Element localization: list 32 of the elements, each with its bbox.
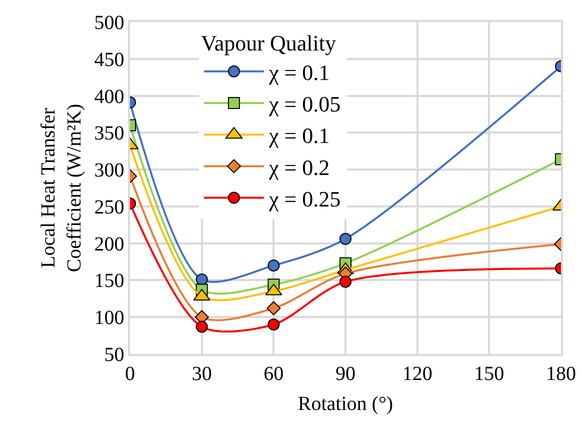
x-tick-label: 120 [402,362,432,385]
legend-label: χ = 0.2 [268,154,330,180]
y-tick-label: 50 [104,344,124,366]
y-tick-label: 300 [94,160,124,182]
legend-label: χ = 0.1 [268,60,330,85]
y-axis-title: Local Heat Transfer Coefficient (W/m²K) [37,104,86,272]
y-tick-label: 400 [94,86,124,108]
legend-title: Vapour Quality [200,30,336,56]
y-tick-label: 200 [94,233,124,256]
y-tick-label: 250 [94,196,124,218]
point [268,318,280,330]
x-tick-label: 150 [474,362,504,385]
point [266,301,281,316]
y-tick-label: 150 [94,270,124,292]
point [196,273,208,286]
x-tick-label: 60 [264,362,284,385]
x-tick-label: 90 [336,362,356,385]
point [268,259,280,272]
y-tick-label: 450 [94,48,124,71]
y-tick-label: 500 [94,12,124,34]
x-tick-label: 30 [192,362,212,385]
x-axis-title: Rotation (°) [298,392,394,415]
legend-label: χ = 0.05 [268,92,341,117]
x-tick-label: 180 [546,362,576,385]
point [340,276,352,288]
x-tick-label: 0 [125,362,135,385]
legend-label: χ = 0.1 [268,123,330,148]
legend-label: χ = 0.25 [268,186,341,212]
y-tick-label: 350 [94,122,124,145]
point [340,232,352,245]
point [196,320,208,333]
y-tick-label: 100 [94,307,124,330]
